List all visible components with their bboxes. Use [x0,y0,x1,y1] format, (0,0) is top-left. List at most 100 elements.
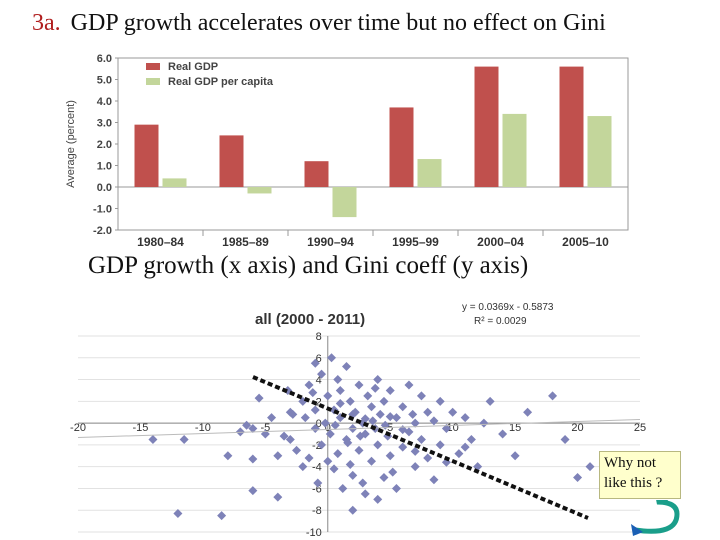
slide-number: 3a. [32,10,61,36]
scatter-point [360,414,370,424]
scatter-point [473,462,483,472]
scatter-point [370,383,380,393]
scatter-point [330,420,340,430]
x-tick-label: 1980–84 [137,235,184,249]
scatter-point [385,451,395,461]
scatter-point [279,431,289,441]
x-tick-label: -20 [70,422,86,434]
scatter-point [242,420,252,430]
y-tick-label: 1.0 [97,161,112,173]
bar-gdp-per-capita [332,187,357,218]
legend-label: Real GDP per capita [168,76,274,88]
x-tick-label: 1990–94 [307,235,354,249]
scatter-point [360,489,370,499]
scatter-point [248,486,258,496]
scatter-point [342,361,352,371]
scatter-point [348,505,358,515]
scatter-point [398,442,408,452]
scatter-point [448,407,458,417]
scatter-point [333,375,343,385]
bar-real-gdp [304,161,329,187]
scatter-point [385,385,395,395]
scatter-point [267,413,277,423]
scatter-point [460,442,470,452]
y-tick-label: 0 [316,418,322,430]
scatter-point [338,483,348,493]
scatter-point [358,478,368,488]
callout-note: Why not like this ? [599,451,681,499]
scatter-point [423,407,433,417]
scatter-point [304,380,314,390]
scatter-point [304,453,314,463]
scatter-point [348,470,358,480]
scatter-point [298,462,308,472]
x-tick-label: -15 [132,422,148,434]
scatter-point [292,445,302,455]
scatter-point [466,434,476,444]
scatter-point [479,418,489,428]
scatter-point [343,438,353,448]
scatter-point [435,440,445,450]
scatter-point [217,511,227,521]
scatter-point [335,385,345,395]
scatter-point [148,434,158,444]
slide-subtitle: GDP growth (x axis) and Gini coeff (y ax… [88,252,529,279]
y-tick-label: -10 [306,527,322,538]
scatter-point [404,427,414,437]
scatter-point [404,380,414,390]
bar-gdp-per-capita [587,116,612,187]
scatter-point [366,402,376,412]
scatter-point [254,393,264,403]
x-tick-label: -10 [195,422,211,434]
bar-real-gdp [474,66,499,187]
y-tick-label: 8 [316,331,322,343]
scatter-point [310,405,320,415]
scatter-point [342,434,352,444]
scatter-point [223,451,233,461]
scatter-point [310,424,320,434]
scatter-point [429,475,439,485]
y-tick-label: 4 [316,375,322,387]
scatter-point [308,388,318,398]
x-tick-label: 2000–04 [477,235,524,249]
scatter-point [273,492,283,502]
y-tick-label: 5.0 [97,75,112,87]
scatter-point [375,409,385,419]
y-tick-label: -1.0 [93,204,112,216]
scatter-point [435,396,445,406]
y-tick-label: 0.0 [97,182,112,194]
scatter-point [454,449,464,459]
scatter-point [460,413,470,423]
y-tick-label: -2 [312,440,322,452]
scatter-point [310,358,320,368]
scatter-point [416,434,426,444]
y-tick-label: 2 [316,396,322,408]
note-line-2: like this ? [604,475,663,491]
x-tick-label: 15 [509,422,521,434]
r-squared: R² = 0.0029 [474,316,527,327]
scatter-point [548,391,558,401]
scatter-point [441,424,451,434]
scatter-point [585,462,595,472]
scatter-point [300,413,310,423]
note-line-1: Why not [604,455,657,471]
scatter-point [498,429,508,439]
x-tick-label: -5 [260,422,270,434]
scatter-point [325,429,335,439]
scatter-chart: all (2000 - 2011) y = 0.0369x - 0.5873 R² … [70,302,646,538]
legend-swatch [146,78,160,85]
bar-gdp-per-capita [162,178,187,187]
scatter-title: all (2000 - 2011) [255,311,365,328]
scatter-point [408,409,418,419]
scatter-point [329,464,339,474]
scatter-point [273,451,283,461]
scatter-point [173,508,183,518]
scatter-point [373,440,383,450]
scatter-point [410,446,420,456]
y-tick-label: -8 [312,505,322,517]
scatter-point [335,399,345,409]
bar-gdp-per-capita [417,159,442,187]
y-tick-label: 4.0 [97,96,112,108]
x-tick-label: 1995–99 [392,235,439,249]
scatter-point [441,457,451,467]
